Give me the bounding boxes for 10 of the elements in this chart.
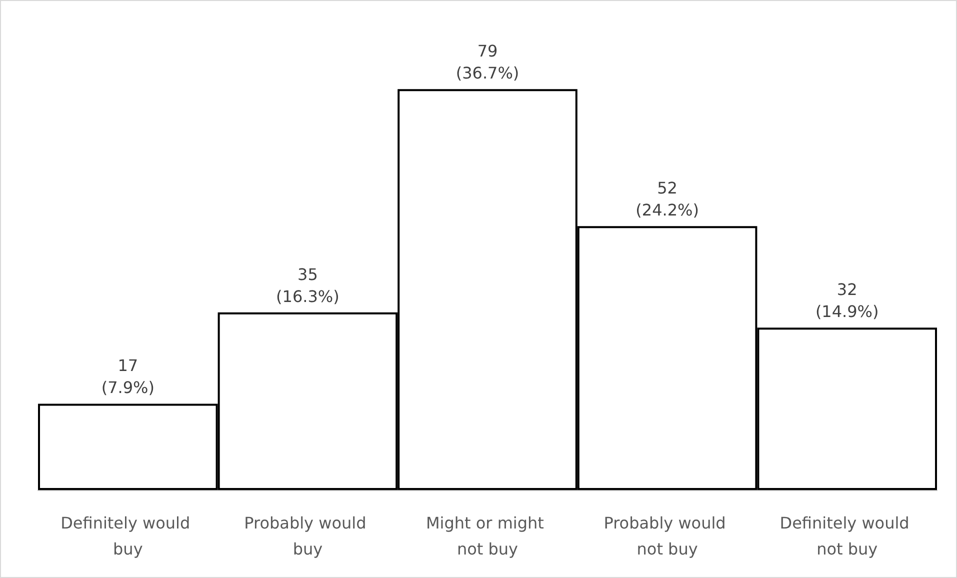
x-tick-label: Might or might not buy [426,514,550,558]
data-label: 79 (36.7%) [456,42,520,83]
x-tick-label: Definitely would not buy [780,514,914,558]
x-tick-label: Probably would buy [244,514,372,558]
data-label: 52 (24.2%) [636,178,699,220]
data-label: 17 (7.9%) [101,356,154,398]
x-tick-label: Definitely would buy [60,514,196,558]
data-label: 32 (14.9%) [815,280,879,322]
x-tick-label: Probably would not buy [604,514,731,558]
data-label: 35 (16.3%) [276,264,340,306]
